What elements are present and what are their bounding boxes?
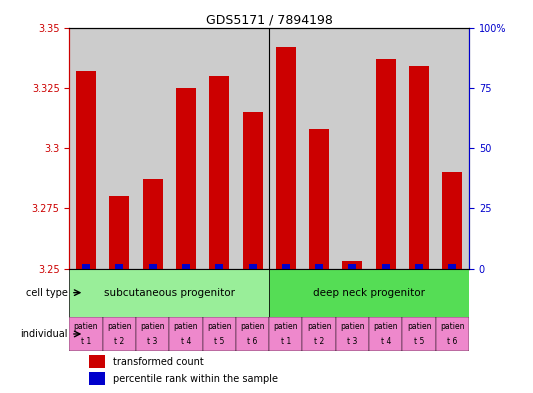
Text: transformed count: transformed count	[114, 357, 204, 367]
Text: t 2: t 2	[114, 337, 124, 346]
Text: patien: patien	[74, 322, 98, 331]
Bar	[203, 317, 236, 351]
Bar	[209, 76, 229, 268]
Bar	[409, 66, 429, 268]
Text: t 1: t 1	[281, 337, 291, 346]
Bar	[448, 264, 456, 268]
Text: patien: patien	[140, 322, 165, 331]
Bar	[382, 264, 390, 268]
Bar	[315, 264, 323, 268]
Bar	[276, 47, 296, 268]
Text: percentile rank within the sample: percentile rank within the sample	[114, 374, 278, 384]
Text: t 5: t 5	[214, 337, 224, 346]
Bar	[336, 317, 369, 351]
Bar	[442, 172, 463, 268]
Text: t 2: t 2	[314, 337, 324, 346]
Bar	[269, 28, 303, 268]
Text: deep neck progenitor: deep neck progenitor	[313, 288, 425, 298]
Bar	[136, 28, 169, 268]
Text: t 1: t 1	[81, 337, 91, 346]
Bar	[102, 28, 136, 268]
Bar	[149, 264, 157, 268]
Bar	[436, 28, 469, 268]
Text: t 3: t 3	[148, 337, 158, 346]
Text: patien: patien	[307, 322, 332, 331]
Bar	[349, 264, 357, 268]
Bar	[376, 59, 395, 268]
Text: t 6: t 6	[447, 337, 457, 346]
Bar	[136, 317, 169, 351]
Bar	[109, 196, 129, 268]
Bar	[102, 317, 136, 351]
Bar	[69, 268, 269, 317]
Bar	[236, 317, 269, 351]
Bar	[176, 88, 196, 268]
Bar	[236, 28, 269, 268]
Bar	[336, 28, 369, 268]
Text: t 4: t 4	[181, 337, 191, 346]
Bar	[115, 264, 123, 268]
Text: patien: patien	[273, 322, 298, 331]
Bar	[169, 317, 203, 351]
Text: patien: patien	[374, 322, 398, 331]
Bar	[90, 372, 106, 385]
Text: cell type: cell type	[26, 288, 68, 298]
Text: t 4: t 4	[381, 337, 391, 346]
Text: t 6: t 6	[247, 337, 257, 346]
Bar	[76, 71, 96, 268]
Text: patien: patien	[407, 322, 431, 331]
Bar	[203, 28, 236, 268]
Text: patien: patien	[240, 322, 265, 331]
Bar	[69, 317, 102, 351]
Bar	[303, 317, 336, 351]
Bar	[182, 264, 190, 268]
Bar	[82, 264, 90, 268]
Bar	[369, 28, 402, 268]
Bar	[369, 317, 402, 351]
Title: GDS5171 / 7894198: GDS5171 / 7894198	[206, 13, 333, 26]
Bar	[243, 112, 262, 268]
Text: subcutaneous progenitor: subcutaneous progenitor	[104, 288, 235, 298]
Text: patien: patien	[174, 322, 198, 331]
Bar	[415, 264, 423, 268]
Bar	[343, 261, 362, 268]
Bar	[143, 179, 163, 268]
Bar	[402, 317, 436, 351]
Text: patien: patien	[340, 322, 365, 331]
Bar	[282, 264, 290, 268]
Text: t 3: t 3	[348, 337, 358, 346]
Bar	[69, 28, 102, 268]
Bar	[169, 28, 203, 268]
Bar	[436, 317, 469, 351]
Text: patien: patien	[207, 322, 231, 331]
Text: t 5: t 5	[414, 337, 424, 346]
Bar	[269, 268, 469, 317]
Bar	[90, 355, 106, 368]
Bar	[309, 129, 329, 268]
Bar	[215, 264, 223, 268]
Text: individual: individual	[20, 329, 68, 339]
Bar	[402, 28, 436, 268]
Bar	[269, 317, 303, 351]
Bar	[303, 28, 336, 268]
Text: patien: patien	[107, 322, 132, 331]
Bar	[248, 264, 256, 268]
Text: patien: patien	[440, 322, 465, 331]
